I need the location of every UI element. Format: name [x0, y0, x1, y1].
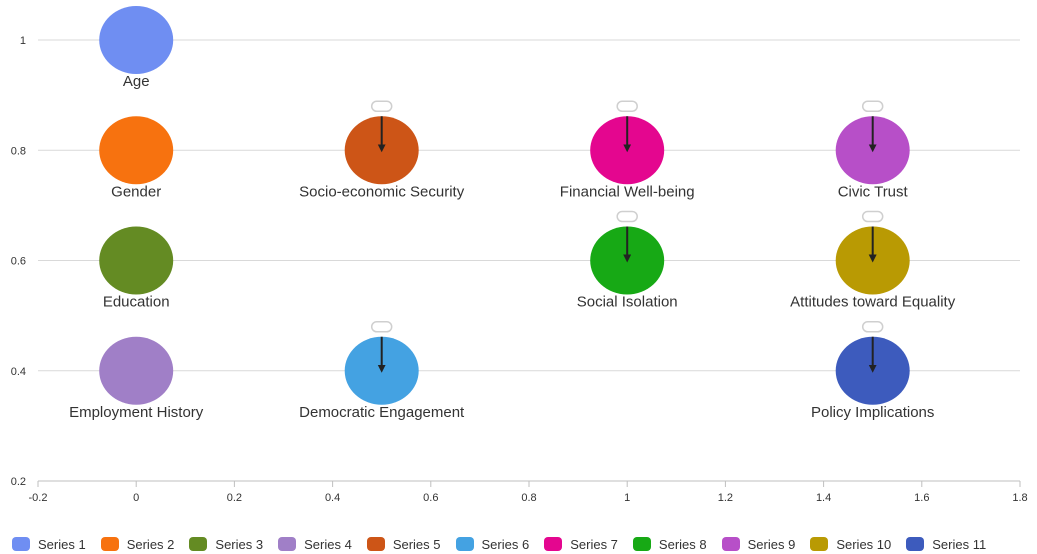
legend-label: Series 10: [836, 536, 892, 552]
legend-swatch: [721, 537, 740, 551]
legend-label: Series 8: [658, 536, 707, 552]
axis-layer: 0.2 0.4 0.6 0.8 1 -0.2 0 0.2 0.4 0.6 0.8 1 1.2 1.4 1.6…: [11, 35, 1028, 504]
legend-item[interactable]: Series 1: [12, 537, 86, 552]
legend-swatch: [906, 537, 925, 551]
node-label: Attitudes toward Equality: [790, 294, 956, 311]
legend-swatch: [544, 537, 563, 551]
legend-swatch: [189, 537, 208, 551]
legend-label: Series 9: [747, 536, 796, 552]
x-tick-label: 0.8: [521, 492, 536, 504]
node-label: Gender: [111, 183, 161, 200]
node-bubble: [99, 336, 174, 405]
x-tick-label: 1.4: [816, 492, 831, 504]
y-tick-label: 0.2: [11, 476, 26, 488]
node-label: Socio-economic Security: [299, 183, 465, 200]
node-handle: [616, 100, 638, 112]
legend-swatch: [810, 537, 829, 551]
legend-swatch: [455, 537, 474, 551]
node-bubble: [99, 6, 174, 74]
node-bubble: [99, 116, 174, 185]
x-tick-label: -0.2: [29, 492, 48, 504]
legend-item[interactable]: Series 9: [721, 536, 796, 552]
node-bubble: [99, 226, 174, 295]
legend-swatch: [100, 537, 119, 551]
node-attitudes-toward-equality: Attitudes toward Equality: [790, 210, 956, 311]
node-gender: Gender: [99, 116, 174, 200]
node-social-isolation: Social Isolation: [577, 210, 678, 311]
legend-item[interactable]: Series 8: [632, 536, 707, 552]
legend-label: Series 2: [126, 536, 175, 552]
y-tick-label: 0.6: [11, 256, 26, 268]
node-label: Social Isolation: [577, 294, 678, 311]
legend-item[interactable]: Series 6: [455, 536, 530, 552]
node-handle: [861, 210, 884, 223]
node-handle: [370, 321, 393, 333]
legend-swatch: [632, 537, 651, 551]
node-age: Age: [99, 6, 174, 90]
y-tick-label: 1: [20, 35, 26, 47]
legend-label: Series 1: [38, 536, 86, 552]
x-tick-label: 1: [624, 492, 630, 504]
node-label: Employment History: [69, 404, 204, 421]
legend-item[interactable]: Series 7: [544, 537, 618, 552]
x-tick-label: 1.2: [718, 492, 733, 504]
x-tick-label: 0.6: [423, 492, 438, 504]
legend-item[interactable]: Series 4: [278, 537, 352, 552]
x-tick-label: 1.8: [1012, 492, 1027, 504]
node-label: Age: [123, 73, 150, 90]
node-handle: [616, 210, 638, 223]
node-policy-implications: Policy Implications: [811, 321, 934, 421]
node-handle: [861, 321, 884, 333]
node-financial-well-being: Financial Well-being: [560, 100, 695, 200]
legend-item[interactable]: Series 11: [906, 537, 986, 552]
legend-label: Series 5: [392, 536, 441, 552]
y-tick-label: 0.4: [11, 366, 26, 378]
legend-item[interactable]: Series 3: [189, 537, 263, 552]
node-handle: [861, 100, 884, 112]
legend-item[interactable]: Series 5: [366, 536, 441, 552]
legend-label: Series 3: [215, 536, 264, 552]
legend-swatch: [366, 537, 385, 551]
node-label: Civic Trust: [838, 183, 909, 200]
node-label: Democratic Engagement: [299, 404, 465, 421]
node-handle: [370, 100, 393, 112]
legend-label: Series 11: [932, 536, 987, 552]
y-tick-label: 0.8: [11, 145, 26, 157]
node-education: Education: [99, 226, 174, 311]
x-tick-label: 1.6: [914, 492, 929, 504]
x-tick-label: 0.2: [227, 492, 242, 504]
legend-label: Series 4: [304, 536, 352, 552]
legend-swatch: [12, 537, 30, 551]
node-layer: Age Gender Education Employment History Soci…: [69, 6, 956, 421]
x-tick-label: 0: [133, 492, 139, 504]
legend: Series 1 Series 2 Series 3 Series 4 Series 5…: [12, 534, 1001, 554]
legend-item[interactable]: Series 2: [100, 536, 175, 552]
x-tick-label: 0.4: [325, 492, 340, 504]
node-socio-economic-security: Socio-economic Security: [299, 100, 465, 200]
node-label: Education: [103, 294, 170, 311]
legend-item[interactable]: Series 10: [810, 537, 891, 552]
legend-label: Series 6: [481, 536, 530, 552]
node-label: Financial Well-being: [560, 183, 695, 200]
node-civic-trust: Civic Trust: [835, 100, 910, 200]
node-label: Policy Implications: [811, 404, 934, 421]
legend-swatch: [278, 537, 297, 551]
legend-label: Series 7: [570, 536, 618, 552]
node-democratic-engagement: Democratic Engagement: [299, 321, 465, 421]
node-employment-history: Employment History: [69, 336, 204, 421]
